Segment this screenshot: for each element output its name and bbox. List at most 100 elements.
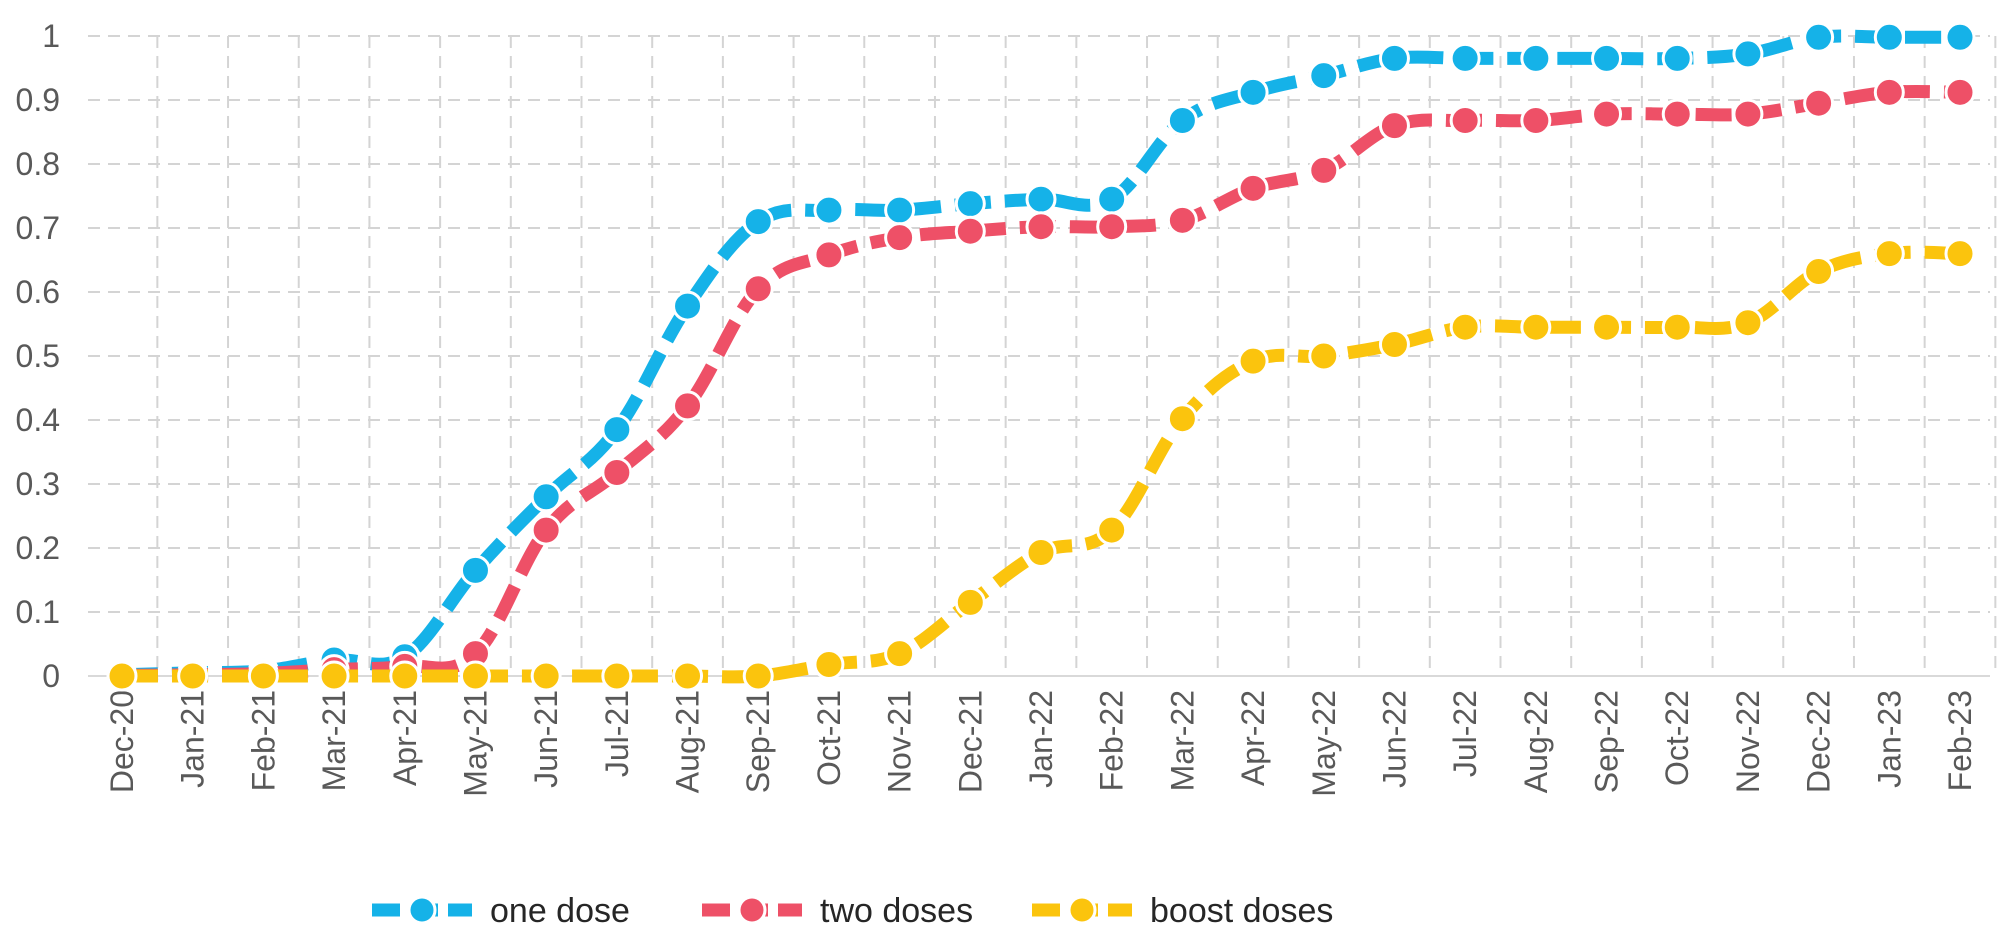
x-axis-tick-labels: Dec-20 Jan-21 Feb-21 Mar-21 Apr-21 May-21 Jun-… bbox=[104, 690, 1978, 797]
x-tick-label: Feb-23 bbox=[1942, 690, 1978, 791]
y-tick-label: 0 bbox=[42, 658, 60, 694]
data-point-two-doses bbox=[1591, 98, 1623, 130]
x-tick-label: Feb-22 bbox=[1094, 690, 1130, 791]
data-point-one-dose bbox=[1237, 76, 1269, 108]
data-point-two-doses bbox=[1944, 76, 1976, 108]
data-point-one-dose bbox=[530, 481, 562, 513]
data-point-two-doses bbox=[813, 239, 845, 271]
series-line-two-doses bbox=[121, 84, 1961, 682]
y-tick-label: 0.9 bbox=[16, 82, 60, 118]
data-point-one-dose bbox=[1025, 183, 1057, 215]
series-layer bbox=[106, 21, 1976, 692]
x-tick-label: Jul-21 bbox=[599, 690, 635, 777]
data-point-boost-doses bbox=[1732, 307, 1764, 339]
y-axis-tick-labels: 0 0.1 0.2 0.3 0.4 0.5 0.6 0.7 0.8 0.9 1 bbox=[16, 18, 60, 694]
data-point-one-dose bbox=[1449, 42, 1481, 74]
data-point-boost-doses bbox=[1166, 403, 1198, 435]
data-point-boost-doses bbox=[1661, 311, 1693, 343]
legend-item-two-doses: two doses bbox=[702, 892, 973, 930]
legend-swatch-marker-two-doses bbox=[737, 895, 767, 925]
series-line-one-dose bbox=[121, 29, 1960, 682]
x-tick-label: Jun-21 bbox=[528, 690, 564, 788]
data-point-boost-doses bbox=[177, 660, 209, 692]
data-point-boost-doses bbox=[1237, 345, 1269, 377]
y-tick-label: 0.1 bbox=[16, 594, 60, 630]
data-point-one-dose bbox=[1166, 104, 1198, 136]
data-point-one-dose bbox=[601, 414, 633, 446]
data-point-one-dose bbox=[1591, 42, 1623, 74]
x-tick-label: Aug-21 bbox=[670, 690, 706, 793]
data-point-boost-doses bbox=[1873, 238, 1905, 270]
x-tick-label: Apr-21 bbox=[387, 690, 423, 786]
data-point-one-dose bbox=[1873, 21, 1905, 53]
data-point-boost-doses bbox=[106, 660, 138, 692]
data-point-boost-doses bbox=[1803, 256, 1835, 288]
data-point-boost-doses bbox=[318, 660, 350, 692]
data-point-two-doses bbox=[1803, 87, 1835, 119]
data-point-one-dose bbox=[884, 194, 916, 226]
data-point-boost-doses bbox=[813, 648, 845, 680]
x-tick-label: Jun-22 bbox=[1376, 690, 1412, 788]
data-point-boost-doses bbox=[1944, 238, 1976, 270]
x-tick-label: Jul-22 bbox=[1447, 690, 1483, 777]
data-point-two-doses bbox=[1025, 211, 1057, 243]
data-point-boost-doses bbox=[954, 586, 986, 618]
data-point-two-doses bbox=[1378, 110, 1410, 142]
data-point-one-dose bbox=[813, 194, 845, 226]
x-tick-label: Dec-22 bbox=[1801, 690, 1837, 793]
data-point-boost-doses bbox=[1025, 536, 1057, 568]
x-tick-label: Nov-21 bbox=[882, 690, 918, 793]
data-point-two-doses bbox=[1661, 98, 1693, 130]
legend-item-boost-doses: boost doses bbox=[1032, 892, 1333, 930]
x-tick-label: Dec-21 bbox=[952, 690, 988, 793]
data-point-boost-doses bbox=[1591, 311, 1623, 343]
data-point-one-dose bbox=[1732, 38, 1764, 70]
legend-label-two-doses: two doses bbox=[820, 892, 973, 930]
data-point-boost-doses bbox=[672, 660, 704, 692]
legend-swatch-marker-boost-doses bbox=[1067, 895, 1097, 925]
data-point-two-doses bbox=[530, 514, 562, 546]
x-tick-label: Apr-22 bbox=[1235, 690, 1271, 786]
data-point-one-dose bbox=[672, 290, 704, 322]
y-tick-label: 0.5 bbox=[16, 338, 60, 374]
data-point-two-doses bbox=[954, 215, 986, 247]
series-boost-doses bbox=[106, 238, 1976, 692]
x-tick-label: Oct-22 bbox=[1659, 690, 1695, 786]
data-point-boost-doses bbox=[389, 660, 421, 692]
legend-label-boost-doses: boost doses bbox=[1150, 892, 1333, 930]
data-point-one-dose bbox=[742, 206, 774, 238]
data-point-boost-doses bbox=[247, 660, 279, 692]
data-point-boost-doses bbox=[1378, 328, 1410, 360]
data-point-two-doses bbox=[1166, 204, 1198, 236]
x-tick-label: May-21 bbox=[457, 690, 493, 797]
grid bbox=[88, 35, 1997, 677]
data-point-boost-doses bbox=[601, 660, 633, 692]
data-point-two-doses bbox=[1449, 104, 1481, 136]
data-point-two-doses bbox=[1096, 211, 1128, 243]
x-tick-label: Sep-21 bbox=[740, 690, 776, 793]
series-two-doses bbox=[106, 76, 1976, 691]
y-tick-label: 0.4 bbox=[16, 402, 60, 438]
data-point-boost-doses bbox=[1520, 311, 1552, 343]
data-point-one-dose bbox=[1520, 42, 1552, 74]
x-tick-label: Aug-22 bbox=[1518, 690, 1554, 793]
data-point-two-doses bbox=[1237, 172, 1269, 204]
x-tick-label: Nov-22 bbox=[1730, 690, 1766, 793]
y-tick-label: 0.8 bbox=[16, 146, 60, 182]
x-tick-label: Sep-22 bbox=[1589, 690, 1625, 793]
data-point-two-doses bbox=[742, 273, 774, 305]
data-point-two-doses bbox=[672, 390, 704, 422]
data-point-one-dose bbox=[459, 554, 491, 586]
data-point-one-dose bbox=[1661, 42, 1693, 74]
data-point-one-dose bbox=[1803, 21, 1835, 53]
y-tick-label: 0.7 bbox=[16, 210, 60, 246]
y-tick-label: 0.6 bbox=[16, 274, 60, 310]
data-point-boost-doses bbox=[884, 638, 916, 670]
x-tick-label: Jan-21 bbox=[175, 690, 211, 788]
data-point-boost-doses bbox=[459, 660, 491, 692]
data-point-boost-doses bbox=[530, 660, 562, 692]
data-point-one-dose bbox=[1944, 21, 1976, 53]
data-point-one-dose bbox=[954, 188, 986, 220]
x-tick-label: Mar-22 bbox=[1164, 690, 1200, 791]
